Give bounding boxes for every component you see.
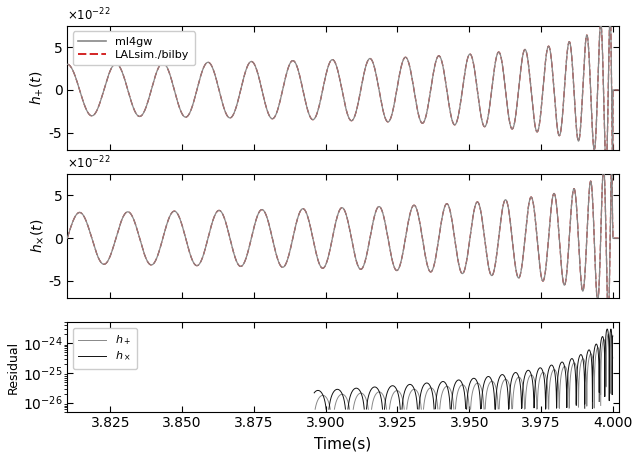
ml4gw xyxy=(602,164,610,169)
ml4gw xyxy=(417,120,425,125)
ml4gw xyxy=(63,61,71,67)
LALsim./bilby xyxy=(614,87,622,93)
LALsim./bilby xyxy=(579,85,587,91)
ml4gw xyxy=(201,63,209,68)
Line: LALsim./bilby: LALsim./bilby xyxy=(67,13,618,167)
$h_\times$ xyxy=(417,389,425,395)
ml4gw xyxy=(458,90,466,95)
Line: ml4gw: ml4gw xyxy=(67,13,618,167)
Text: $\times10^{-22}$: $\times10^{-22}$ xyxy=(67,155,111,172)
LALsim./bilby xyxy=(397,66,404,72)
$h_\times$ xyxy=(458,381,466,386)
$h_+$ xyxy=(579,356,587,361)
ml4gw xyxy=(397,66,404,72)
ml4gw xyxy=(579,85,587,91)
LALsim./bilby xyxy=(63,61,71,67)
$h_+$ xyxy=(397,391,404,397)
Line: $h_+$: $h_+$ xyxy=(315,334,612,409)
LALsim./bilby xyxy=(324,64,332,70)
$h_+$ xyxy=(324,398,332,403)
Y-axis label: $h_{+}(t)$: $h_{+}(t)$ xyxy=(29,71,46,105)
LALsim./bilby xyxy=(602,164,610,169)
Line: $h_\times$: $h_\times$ xyxy=(314,329,612,409)
LALsim./bilby xyxy=(606,10,614,16)
$h_+$ xyxy=(417,404,425,410)
$h_+$ xyxy=(458,382,466,387)
X-axis label: Time(s): Time(s) xyxy=(314,436,372,451)
Legend: $h_+$, $h_\times$: $h_+$, $h_\times$ xyxy=(73,328,137,369)
ml4gw xyxy=(614,87,622,93)
$h_\times$ xyxy=(579,356,587,361)
Y-axis label: $h_{\times}(t)$: $h_{\times}(t)$ xyxy=(29,219,46,253)
ml4gw xyxy=(606,10,614,16)
Text: $\times10^{-22}$: $\times10^{-22}$ xyxy=(67,7,111,23)
LALsim./bilby xyxy=(417,120,425,125)
Legend: ml4gw, LALsim./bilby: ml4gw, LALsim./bilby xyxy=(73,32,195,65)
Y-axis label: Residual: Residual xyxy=(7,340,20,393)
LALsim./bilby xyxy=(458,90,466,95)
LALsim./bilby xyxy=(201,63,209,68)
ml4gw xyxy=(324,64,332,70)
